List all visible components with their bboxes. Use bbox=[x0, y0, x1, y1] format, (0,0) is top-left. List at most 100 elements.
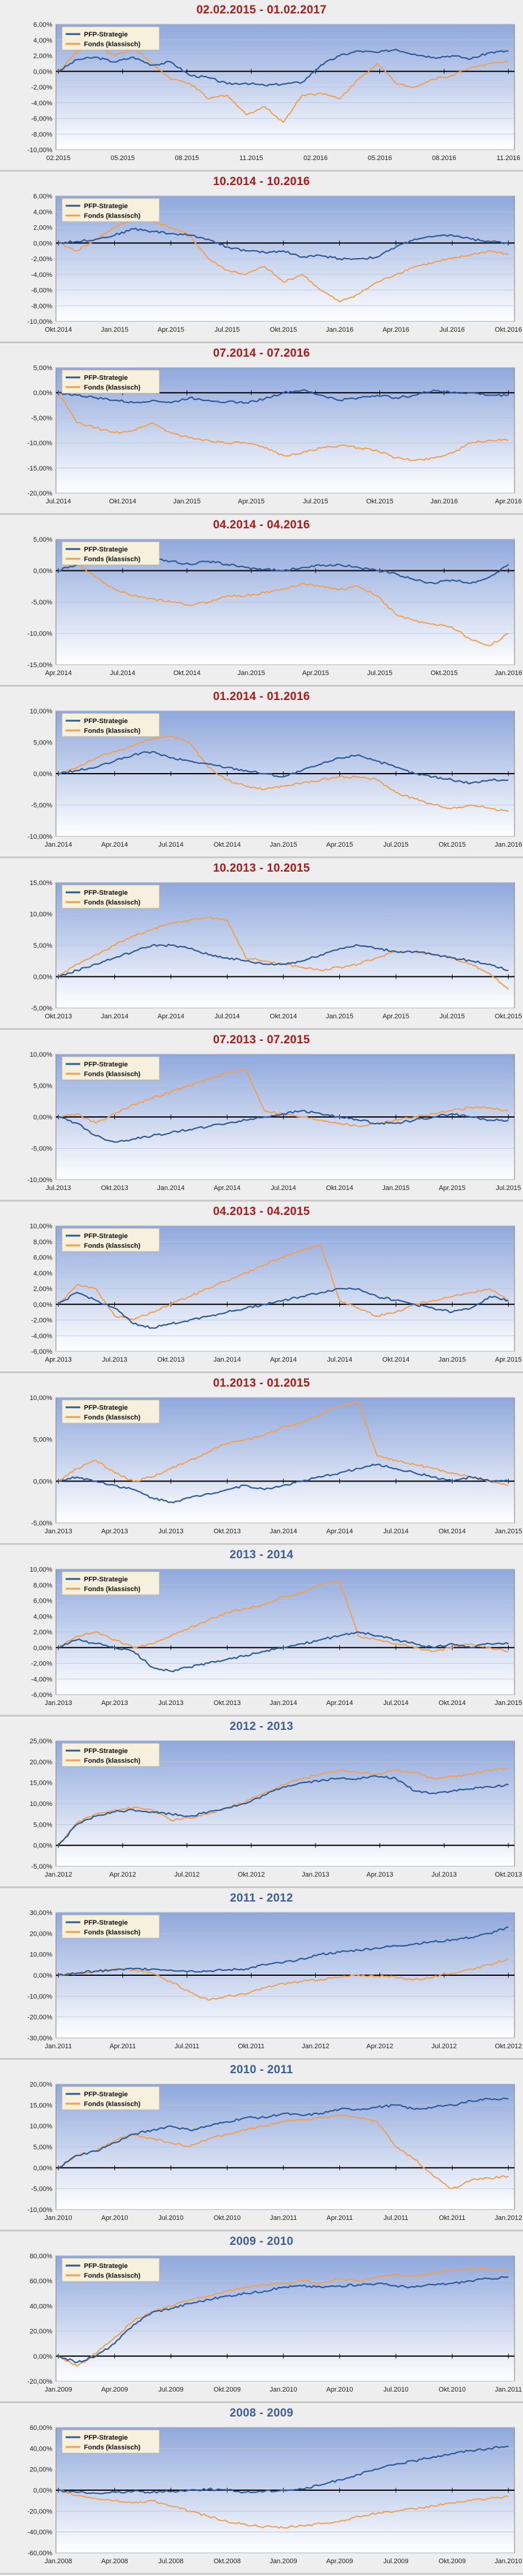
x-tick-label: Jul.2016 bbox=[440, 326, 465, 334]
legend-box bbox=[61, 713, 160, 737]
legend: PFP-Strategie Fonds (klassisch) bbox=[61, 884, 160, 909]
legend-label: PFP-Strategie bbox=[84, 1404, 128, 1412]
chart-panel: 02.02.2015 - 01.02.2017 6,00% 4,00% 2,00% 0,… bbox=[0, 0, 523, 172]
x-tick-label: Jul.2010 bbox=[383, 2386, 409, 2393]
chart-title: 07.2014 - 07.2016 bbox=[213, 347, 310, 360]
x-tick-label: Jan.2014 bbox=[269, 1528, 297, 1535]
x-tick-label: Okt.2013 bbox=[45, 1013, 72, 1020]
x-tick-label: Okt.2011 bbox=[238, 2043, 265, 2050]
legend-label: PFP-Strategie bbox=[84, 718, 128, 725]
legend: PFP-Strategie Fonds (klassisch) bbox=[61, 713, 160, 737]
legend-label: Fonds (klassisch) bbox=[84, 212, 140, 220]
legend-label: Fonds (klassisch) bbox=[84, 899, 140, 906]
series-line-fonds-klassisch bbox=[58, 564, 509, 647]
x-tick-label: Jul.2015 bbox=[496, 1185, 521, 1192]
x-tick-label: Apr.2011 bbox=[109, 2043, 136, 2050]
x-tick-label: Okt.2013 bbox=[213, 1528, 241, 1535]
line-chart: 10,00% 5,00% 0,00% -5,00%Jan.2013 Apr.2013 Ju… bbox=[30, 1395, 522, 1535]
y-tick-label: -10,00% bbox=[27, 833, 52, 841]
x-tick-label: Apr.2014 bbox=[101, 841, 128, 849]
legend-label: PFP-Strategie bbox=[84, 2091, 128, 2098]
line-chart: 15,00% 10,00% 5,00% 0,00% -5,00%Okt.2013 Jan.… bbox=[30, 880, 522, 1020]
legend: PFP-Strategie Fonds (klassisch) bbox=[61, 1914, 160, 1939]
y-tick-label: 40,00% bbox=[30, 2445, 53, 2452]
series-line-fonds-klassisch bbox=[58, 735, 509, 812]
y-tick-label: 10,00% bbox=[30, 1566, 53, 1573]
legend-label: Fonds (klassisch) bbox=[84, 2101, 140, 2108]
x-tick-label: Apr.2014 bbox=[270, 1356, 297, 1363]
y-tick-label: -10,00% bbox=[27, 1177, 52, 1184]
x-tick-label: Jan.2015 bbox=[101, 326, 128, 334]
y-tick-label: 0,00% bbox=[33, 1843, 52, 1850]
legend: PFP-Strategie Fonds (klassisch) bbox=[61, 1056, 160, 1080]
line-chart: 6,00% 4,00% 2,00% 0,00% -2,00% -4,00% -6,00% -8… bbox=[27, 21, 520, 162]
y-tick-label: 2,00% bbox=[33, 225, 52, 232]
chart-panel: 2008 - 2009 60,00% 40,00% 20,00% 0,00% -20,00… bbox=[0, 2403, 523, 2575]
legend-box bbox=[61, 2429, 160, 2454]
x-tick-label: Apr.2014 bbox=[158, 1013, 184, 1020]
y-tick-label: -5,00% bbox=[31, 415, 52, 422]
y-tick-label: -30,00% bbox=[27, 2035, 52, 2042]
x-tick-label: Jan.2009 bbox=[269, 2558, 297, 2565]
y-tick-label: 10,00% bbox=[30, 1951, 53, 1959]
x-tick-label: Jul.2012 bbox=[175, 1871, 200, 1878]
x-tick-label: Jul.2014 bbox=[215, 1013, 240, 1020]
x-tick-label: Jan.2016 bbox=[326, 326, 353, 334]
y-tick-label: 80,00% bbox=[30, 2253, 53, 2260]
x-tick-label: Jul.2011 bbox=[384, 2214, 409, 2222]
series-line-pfp-strategie bbox=[58, 2276, 509, 2364]
legend: PFP-Strategie Fonds (klassisch) bbox=[61, 541, 160, 565]
series-line-pfp-strategie bbox=[58, 389, 509, 404]
y-tick-label: 20,00% bbox=[30, 2328, 53, 2336]
legend-box bbox=[61, 1056, 160, 1080]
y-tick-label: 4,00% bbox=[33, 1613, 52, 1620]
y-tick-label: 10,00% bbox=[30, 708, 53, 715]
y-tick-label: 60,00% bbox=[30, 2424, 53, 2432]
chart-panel: 10.2013 - 10.2015 15,00% 10,00% 5,00% 0,00% -… bbox=[0, 858, 523, 1030]
chart-title: 2012 - 2013 bbox=[229, 1720, 294, 1733]
legend-box bbox=[61, 26, 160, 51]
legend-label: Fonds (klassisch) bbox=[84, 556, 140, 563]
x-tick-label: Jan.2010 bbox=[269, 2386, 297, 2393]
x-tick-label: Jan.2011 bbox=[45, 2043, 72, 2050]
chart-title: 10.2014 - 10.2016 bbox=[213, 175, 310, 188]
y-tick-label: -6,00% bbox=[31, 116, 52, 123]
x-tick-label: Apr.2013 bbox=[101, 1528, 128, 1535]
y-tick-label: 15,00% bbox=[30, 880, 53, 887]
x-tick-label: 08.2016 bbox=[432, 155, 456, 162]
legend-label: Fonds (klassisch) bbox=[84, 2444, 140, 2451]
y-tick-label: -4,00% bbox=[31, 100, 52, 107]
chart-title: 07.2013 - 07.2015 bbox=[213, 1034, 310, 1046]
legend-label: Fonds (klassisch) bbox=[84, 1242, 140, 1250]
y-tick-label: -5,00% bbox=[31, 1005, 52, 1012]
x-tick-label: Jul.2011 bbox=[175, 2043, 199, 2050]
y-tick-label: -6,00% bbox=[31, 1692, 52, 1699]
legend: PFP-Strategie Fonds (klassisch) bbox=[61, 1571, 160, 1595]
chart-title: 01.2013 - 01.2015 bbox=[213, 1377, 310, 1390]
x-tick-label: Okt.2014 bbox=[45, 326, 72, 334]
line-chart: 20,00% 15,00% 10,00% 5,00% 0,00% -5,00% -10,00… bbox=[27, 2081, 522, 2222]
x-tick-label: Jul.2008 bbox=[158, 2558, 184, 2565]
y-tick-label: 20,00% bbox=[30, 1930, 53, 1937]
x-tick-label: Okt.2016 bbox=[495, 326, 522, 334]
y-tick-label: 0,00% bbox=[33, 2165, 52, 2172]
y-tick-label: -10,00% bbox=[27, 318, 52, 326]
y-tick-label: 4,00% bbox=[33, 1270, 52, 1277]
y-tick-label: 8,00% bbox=[33, 1582, 52, 1589]
y-tick-label: 0,00% bbox=[33, 974, 52, 981]
legend-label: PFP-Strategie bbox=[84, 2263, 128, 2270]
x-tick-label: Okt.2013 bbox=[158, 1356, 185, 1363]
x-tick-label: Apr.2016 bbox=[495, 498, 522, 505]
x-tick-label: Jul.2009 bbox=[383, 2558, 409, 2565]
x-tick-label: Jan.2014 bbox=[44, 841, 72, 849]
y-tick-label: -2,00% bbox=[31, 1661, 52, 1668]
y-tick-label: 5,00% bbox=[33, 1437, 52, 1444]
y-tick-label: 4,00% bbox=[33, 37, 52, 44]
x-tick-label: 02.2015 bbox=[46, 155, 71, 162]
x-tick-label: Jul.2015 bbox=[440, 1013, 465, 1020]
legend-label: Fonds (klassisch) bbox=[84, 41, 140, 48]
x-tick-label: Jul.2012 bbox=[431, 2043, 457, 2050]
legend-box bbox=[61, 1399, 160, 1424]
line-chart: 10,00% 8,00% 6,00% 4,00% 2,00% 0,00% -2,00% -4,… bbox=[30, 1566, 522, 1707]
y-tick-label: 4,00% bbox=[33, 209, 52, 216]
